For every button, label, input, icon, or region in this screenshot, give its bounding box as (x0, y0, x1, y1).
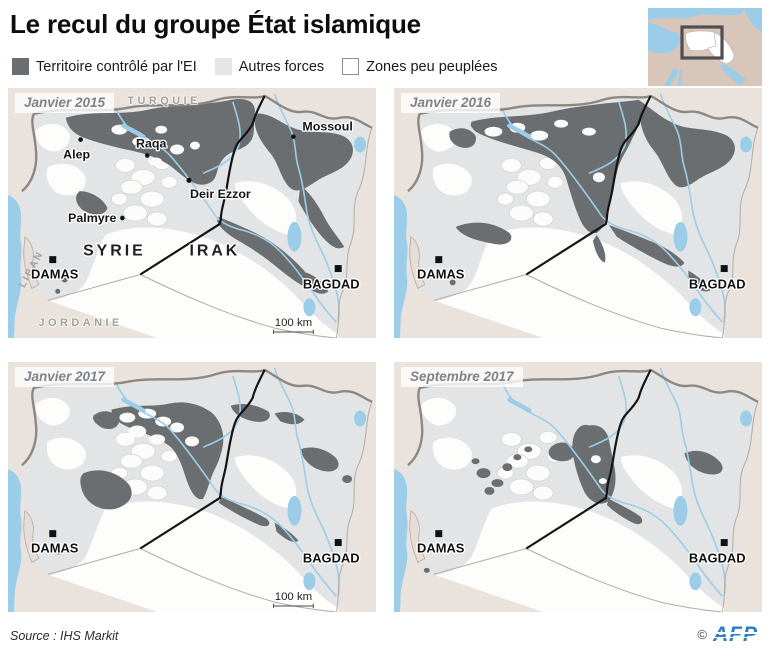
map-panel-septembre-2017: DAMAS BAGDAD Septembre 2017 (394, 362, 762, 612)
bagdad-marker (720, 265, 728, 273)
panel-date-chip: Janvier 2016 (401, 93, 501, 113)
city-markers (435, 530, 728, 547)
panel-date-chip: Janvier 2017 (15, 367, 115, 387)
base-geography (394, 362, 762, 612)
city-label-mossoul: Mossoul (302, 120, 352, 134)
deir-ezzor-marker (186, 177, 192, 183)
legend-item-ei: Territoire contrôlé par l'EI (12, 58, 197, 75)
legend: Territoire contrôlé par l'EI Autres forc… (12, 58, 498, 75)
source-credit: Source : IHS Markit (10, 629, 119, 643)
scale-bar: 100 km (273, 316, 314, 335)
capital-label-damas: DAMAS (31, 540, 79, 555)
alep-marker (78, 137, 83, 142)
damas-marker (435, 256, 443, 264)
copyright-symbol: © (697, 627, 707, 642)
city-markers (49, 134, 342, 273)
scale-rule (273, 603, 314, 609)
region-label-jordanie: JORDANIE (38, 317, 122, 329)
legend-swatch-sparse-zones (342, 58, 360, 75)
country-label-syrie: SYRIE (83, 243, 146, 260)
palmyre-marker (120, 215, 125, 221)
scale-rule (273, 329, 314, 335)
legend-item-sparse-zones: Zones peu peuplées (342, 58, 498, 75)
capital-label-damas: DAMAS (417, 540, 465, 555)
map-janvier-2016: DAMAS BAGDAD (394, 88, 762, 338)
city-label-deir-ezzor: Deir Ezzor (190, 187, 251, 201)
map-panel-janvier-2016: DAMAS BAGDAD Janvier 2016 (394, 88, 762, 338)
capital-label-damas: DAMAS (417, 266, 465, 281)
raqa-marker (144, 153, 150, 158)
map-panel-janvier-2015: TURQUIE LIBAN JORDANIE SYRIE IRAK Alep R… (8, 88, 376, 338)
bagdad-marker (334, 539, 342, 547)
country-label-irak: IRAK (189, 243, 240, 260)
mossoul-marker (291, 134, 296, 139)
map-septembre-2017: DAMAS BAGDAD (394, 362, 762, 612)
city-label-alep: Alep (63, 147, 90, 161)
legend-swatch-ei-territory (12, 58, 29, 75)
capital-label-bagdad: BAGDAD (689, 276, 746, 291)
city-label-raqa: Raqa (136, 137, 166, 151)
city-markers (49, 530, 342, 547)
city-markers (435, 256, 728, 273)
afp-logo: AFP (711, 623, 760, 646)
inset-water (648, 8, 762, 86)
locator-inset-map (648, 8, 762, 86)
map-janvier-2017: DAMAS BAGDAD 100 km (8, 362, 376, 612)
bagdad-marker (720, 539, 728, 547)
legend-swatch-other-forces (214, 58, 232, 75)
inset-focus-frame (680, 25, 724, 60)
page-title: Le recul du groupe État islamique (10, 9, 421, 39)
panel-date-chip: Septembre 2017 (401, 367, 523, 387)
legend-label: Zones peu peuplées (366, 58, 498, 75)
capital-label-bagdad: BAGDAD (303, 550, 360, 565)
map-panel-janvier-2017: DAMAS BAGDAD 100 km Janvier 2017 (8, 362, 376, 612)
map-janvier-2015: TURQUIE LIBAN JORDANIE SYRIE IRAK Alep R… (8, 88, 376, 338)
damas-marker (49, 256, 57, 264)
legend-label: Territoire contrôlé par l'EI (36, 58, 197, 75)
scale-label: 100 km (275, 591, 312, 603)
panel-date-chip: Janvier 2015 (15, 93, 115, 113)
capital-label-bagdad: BAGDAD (303, 276, 360, 291)
map-grid: TURQUIE LIBAN JORDANIE SYRIE IRAK Alep R… (8, 88, 762, 612)
bagdad-marker (334, 265, 342, 273)
scale-bar: 100 km (273, 590, 314, 609)
capital-label-damas: DAMAS (31, 266, 79, 281)
agency-credit: © AFP (697, 623, 760, 646)
city-label-palmyre: Palmyre (68, 211, 116, 225)
damas-marker (49, 530, 57, 538)
damas-marker (435, 530, 443, 538)
legend-label: Autres forces (238, 58, 325, 75)
capital-label-bagdad: BAGDAD (689, 550, 746, 565)
legend-item-other-forces: Autres forces (214, 58, 325, 75)
region-label-turquie: TURQUIE (127, 95, 201, 107)
scale-label: 100 km (275, 317, 312, 329)
